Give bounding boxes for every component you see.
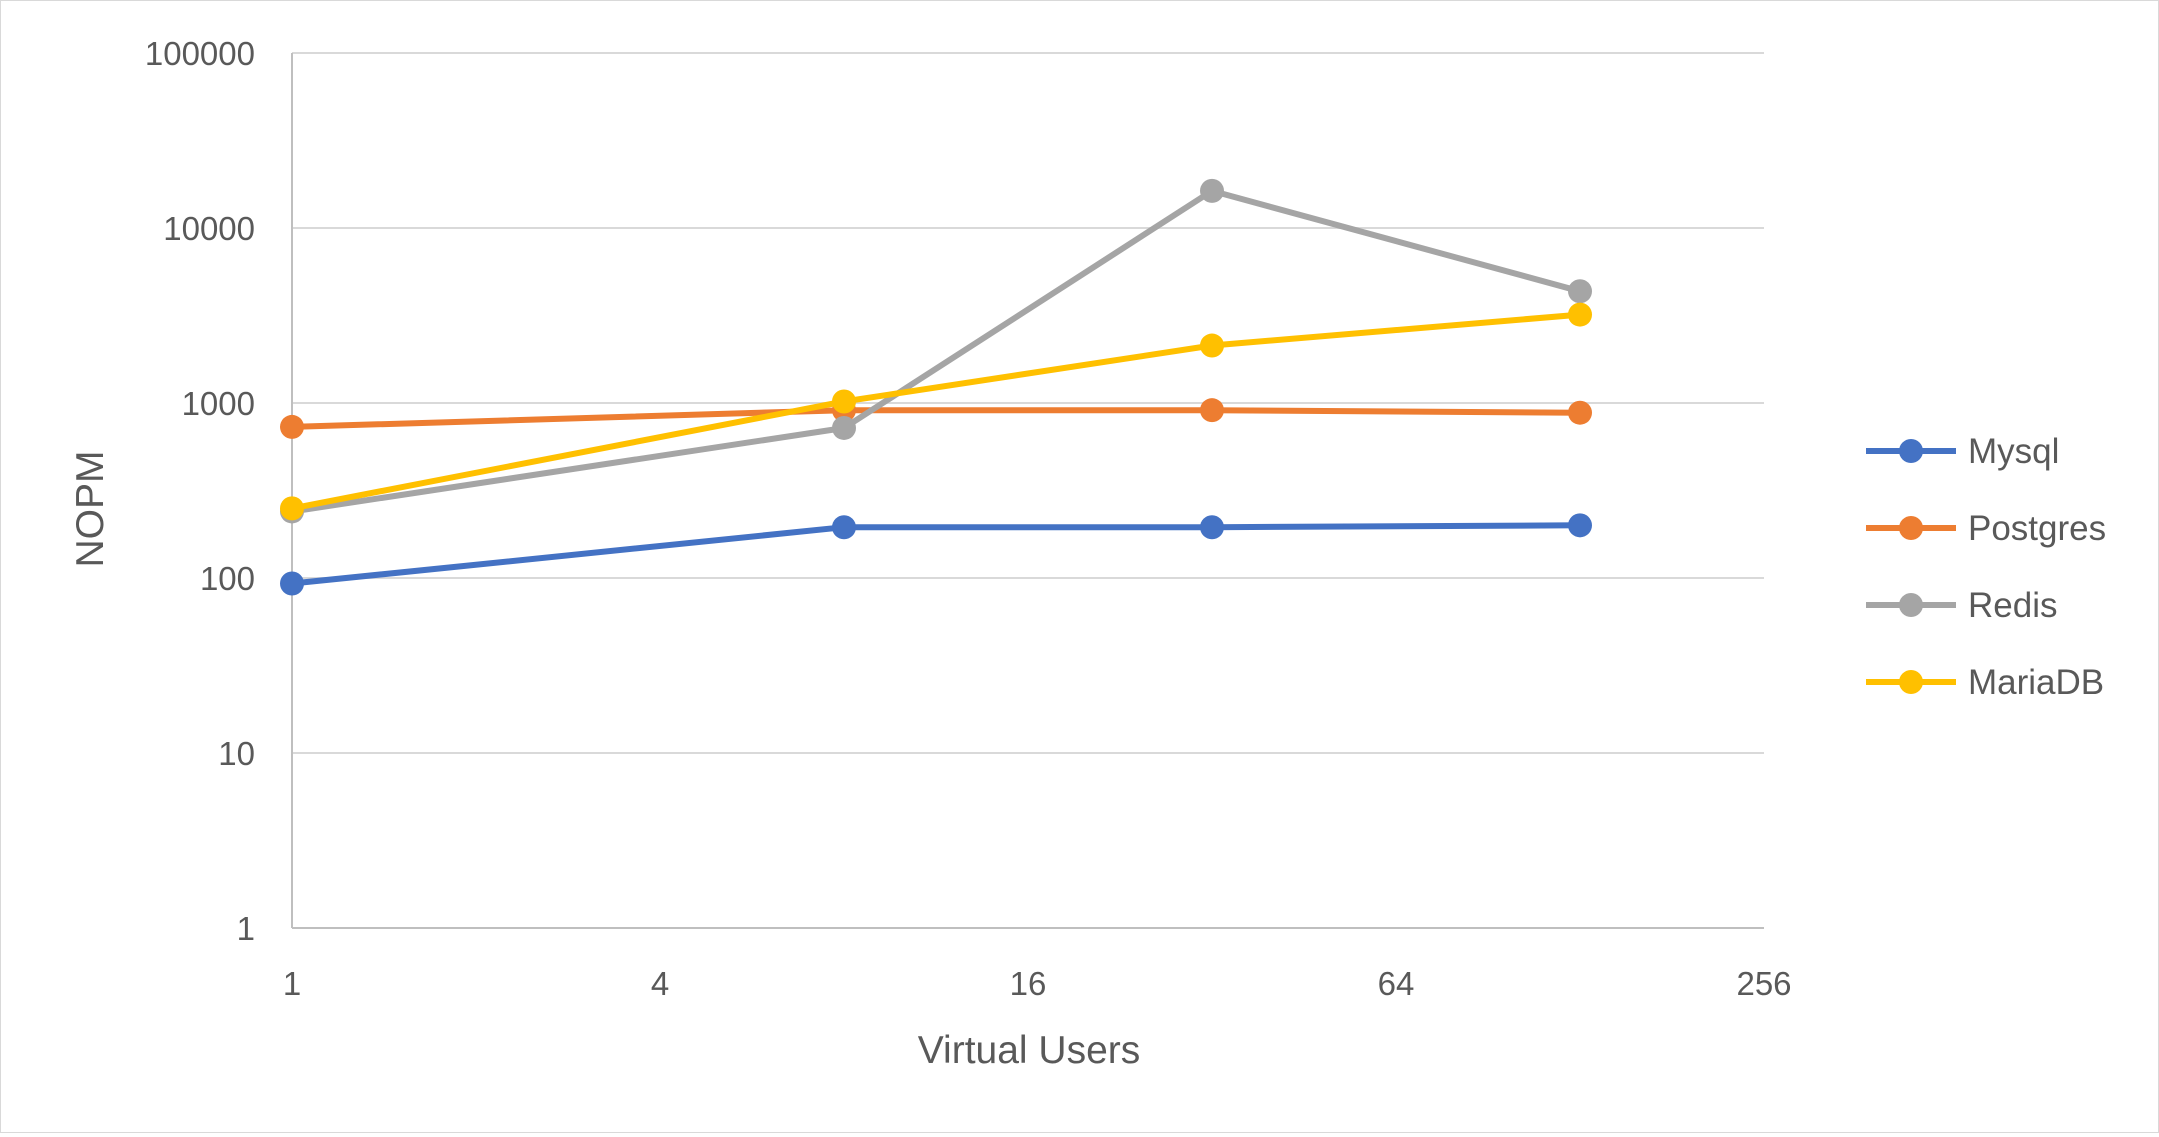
legend-label-postgres: Postgres [1968, 509, 2106, 548]
axes [291, 53, 1764, 929]
legend-marker-postgres [1899, 516, 1923, 540]
legend-item-mysql: Mysql [1866, 432, 2059, 471]
data-point-redis-128 [1568, 279, 1592, 304]
legend-label-redis: Redis [1968, 586, 2057, 625]
data-point-redis-8 [832, 415, 856, 440]
y-tick-label-10: 10 [218, 735, 255, 772]
legend-label-mysql: Mysql [1968, 432, 2059, 471]
legend-item-redis: Redis [1866, 586, 2057, 625]
data-point-postgres-32 [1200, 398, 1224, 423]
y-tick-label-1000: 1000 [182, 385, 255, 422]
data-point-postgres-1 [280, 414, 304, 439]
series-line-redis [291, 187, 1581, 515]
data-point-mariadb-128 [1568, 302, 1592, 327]
series-mysql [280, 513, 1592, 596]
series-line-mysql [291, 522, 1581, 587]
data-point-mariadb-1 [280, 496, 304, 521]
x-tick-label-64: 64 [1378, 965, 1415, 1002]
legend: Mysql Postgres Redis MariaDB [1866, 432, 2106, 702]
legend-item-postgres: Postgres [1866, 509, 2106, 548]
x-tick-label-256: 256 [1736, 965, 1791, 1002]
series-line-postgres [291, 407, 1581, 430]
data-point-mariadb-32 [1200, 333, 1224, 358]
x-tick-labels: 1 4 16 64 256 [283, 965, 1792, 1002]
y-tick-label-1: 1 [237, 910, 255, 947]
legend-label-mariadb: MariaDB [1968, 663, 2104, 702]
x-axis-title: Virtual Users [918, 1029, 1141, 1072]
series-postgres [280, 398, 1592, 439]
grid-lines [292, 52, 1764, 754]
y-tick-label-100000: 100000 [145, 35, 255, 72]
series-lines [280, 178, 1592, 596]
x-tick-label-4: 4 [651, 965, 669, 1002]
data-point-mysql-8 [832, 515, 856, 540]
data-point-postgres-128 [1568, 400, 1592, 425]
legend-marker-mariadb [1899, 670, 1923, 694]
y-axis-title: NOPM [69, 451, 112, 568]
data-point-mariadb-8 [832, 389, 856, 414]
data-point-mysql-128 [1568, 513, 1592, 538]
data-point-mysql-32 [1200, 515, 1224, 540]
y-tick-label-100: 100 [200, 560, 255, 597]
legend-marker-mysql [1899, 439, 1923, 463]
x-tick-label-16: 16 [1010, 965, 1047, 1002]
y-tick-labels: 1 10 100 1000 10000 100000 [145, 35, 255, 947]
legend-marker-redis [1899, 593, 1923, 617]
data-point-redis-32 [1200, 178, 1224, 203]
legend-item-mariadb: MariaDB [1866, 663, 2104, 702]
series-line-mariadb [291, 311, 1581, 512]
data-point-mysql-1 [280, 571, 304, 596]
x-tick-label-1: 1 [283, 965, 301, 1002]
y-tick-label-10000: 10000 [163, 210, 255, 247]
series-mariadb [280, 302, 1592, 521]
